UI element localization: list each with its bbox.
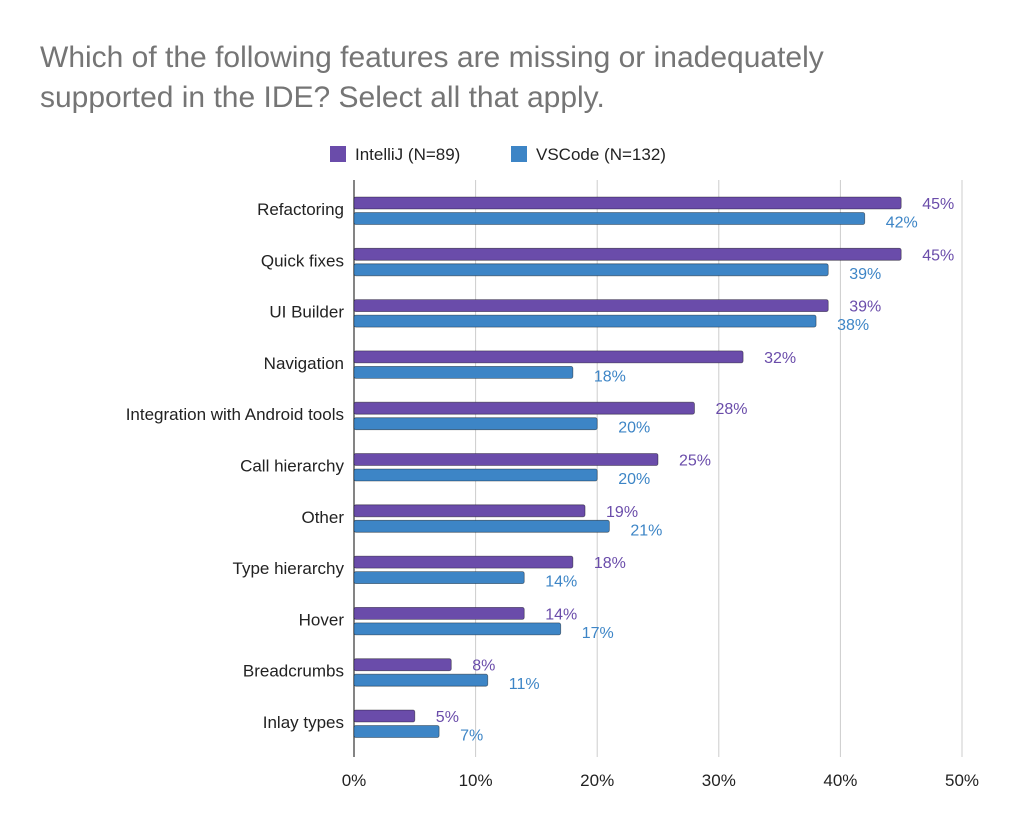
data-label: 32% (764, 350, 796, 367)
bar-intellij (353, 453, 659, 466)
bars (353, 196, 902, 738)
bar-intellij (353, 299, 829, 313)
bar-vscode (353, 263, 829, 277)
bar-intellij (353, 247, 902, 261)
data-label: 11% (509, 676, 540, 693)
bar-vscode (353, 725, 440, 738)
bar-vscode (353, 673, 489, 687)
bar-vscode (353, 571, 525, 584)
data-label: 42% (886, 215, 918, 232)
data-label: 14% (545, 606, 577, 623)
x-tick-label: 50% (945, 771, 979, 790)
category-label: Integration with Android tools (126, 405, 344, 424)
category-label: Breadcrumbs (243, 662, 344, 681)
data-label: 18% (594, 555, 626, 572)
bar-vscode (353, 417, 598, 431)
category-label: Hover (299, 610, 345, 629)
category-label: UI Builder (269, 303, 344, 322)
bar-vscode (353, 622, 562, 636)
bar-intellij (353, 401, 695, 415)
category-label: Navigation (264, 354, 344, 373)
x-tick-label: 10% (459, 771, 493, 790)
category-label: Quick fixes (261, 251, 344, 270)
bar-intellij (353, 350, 744, 364)
data-label: 39% (849, 299, 881, 316)
data-label: 18% (594, 368, 626, 385)
data-label: 38% (837, 317, 869, 334)
bar-intellij (353, 504, 586, 518)
data-label: 5% (436, 709, 459, 726)
bar-intellij (353, 709, 416, 723)
category-label: Other (301, 508, 344, 527)
x-tick-label: 40% (823, 771, 857, 790)
data-label: 25% (679, 453, 711, 470)
bar-intellij (353, 196, 902, 210)
data-label: 17% (582, 625, 614, 642)
data-label: 20% (618, 471, 650, 488)
category-label: Call hierarchy (240, 457, 344, 476)
bar-vscode (353, 365, 574, 379)
category-label: Inlay types (263, 713, 344, 732)
category-label: Type hierarchy (233, 559, 345, 578)
legend-swatch (511, 146, 527, 162)
legend-label: VSCode (N=132) (536, 145, 666, 164)
bar-intellij (353, 658, 452, 672)
legend: IntelliJ (N=89) VSCode (N=132) (330, 145, 666, 164)
data-label: 45% (922, 196, 954, 213)
bar-vscode (353, 212, 866, 225)
labels: 0% 10% 20% 30% 40% 50% Refactoring 45%42% Quick … (126, 196, 979, 790)
legend-swatch (330, 146, 346, 162)
x-tick-label: 30% (702, 771, 736, 790)
data-label: 8% (472, 658, 495, 675)
bar-intellij (353, 555, 574, 569)
bar-vscode (353, 314, 817, 328)
data-label: 21% (630, 522, 662, 539)
data-label: 7% (460, 728, 483, 745)
bar-vscode (353, 519, 610, 533)
x-tick-label: 20% (580, 771, 614, 790)
x-tick-label: 0% (342, 771, 367, 790)
chart-title: Which of the following features are miss… (40, 38, 1000, 118)
data-label: 20% (618, 420, 650, 437)
data-label: 39% (849, 266, 881, 283)
data-label: 28% (715, 401, 747, 418)
chart-title-line-2: supported in the IDE? Select all that ap… (40, 81, 605, 114)
bar-vscode (353, 468, 598, 482)
category-label: Refactoring (257, 200, 344, 219)
data-label: 14% (545, 574, 577, 591)
chart-title-line-1: Which of the following features are miss… (40, 41, 824, 74)
data-label: 19% (606, 504, 638, 521)
bar-intellij (353, 607, 525, 620)
data-label: 45% (922, 247, 954, 264)
legend-label: IntelliJ (N=89) (355, 145, 460, 164)
